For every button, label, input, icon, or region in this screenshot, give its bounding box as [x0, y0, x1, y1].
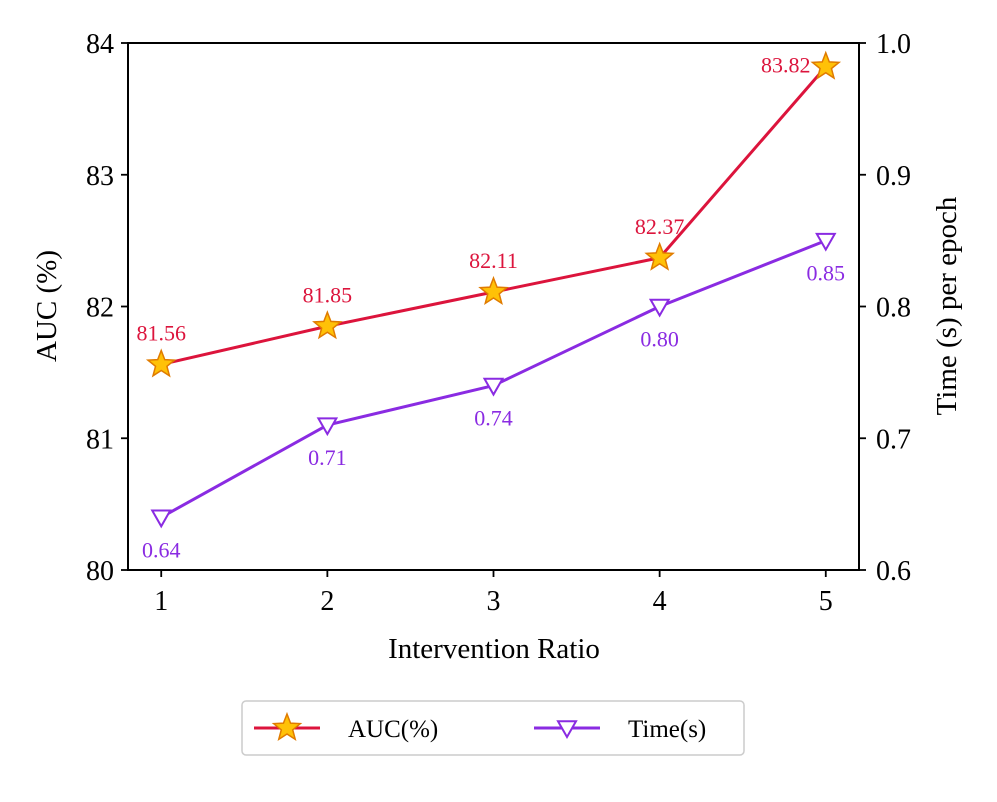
y2-tick-label: 1.0 [876, 29, 911, 60]
auc-legend-label: AUC(%) [348, 716, 438, 743]
y2-tick-label: 0.7 [876, 424, 911, 455]
auc-point-marker [312, 310, 343, 340]
legend-box [241, 700, 745, 756]
auc-data-label: 82.11 [469, 248, 518, 273]
auc-point-marker [145, 348, 177, 378]
auc-point-marker [644, 241, 675, 271]
auc-data-label: 82.37 [635, 214, 685, 239]
series-layer [145, 50, 842, 529]
time-point-marker [648, 298, 671, 318]
auc-point-marker [478, 275, 509, 306]
time-point-marker [815, 232, 837, 252]
auc-series-line [160, 65, 827, 366]
y2-axis-title: Time (s) per epoch [931, 196, 963, 415]
x-tick-label: 2 [320, 586, 334, 617]
auc-data-label: 81.56 [136, 320, 186, 345]
y-axis-title: AUC (%) [31, 250, 63, 362]
y-tick-label: 84 [86, 29, 114, 60]
auc-legend-marker [271, 711, 303, 742]
y-tick-label: 80 [86, 556, 114, 587]
y2-tick-label: 0.8 [876, 293, 911, 324]
auc-point-marker [810, 50, 842, 80]
legend: AUC(%) Time(s) [241, 700, 745, 756]
x-axis-title: Intervention Ratio [388, 633, 600, 665]
y2-tick-label: 0.9 [876, 161, 911, 192]
time-point-marker [482, 377, 505, 397]
time-legend-label: Time(s) [628, 716, 706, 743]
x-tick-label: 1 [154, 586, 168, 617]
x-tick-label: 3 [487, 586, 501, 617]
auc-data-label: 81.85 [303, 282, 353, 307]
legend-items: AUC(%) Time(s) [254, 711, 706, 743]
labels-layer: 81.56 81.85 82.11 82.37 83.82 0.64 0.71 0.74 0.8… [136, 53, 845, 563]
y-tick-label: 82 [86, 293, 114, 324]
time-data-label: 0.71 [308, 445, 347, 470]
time-point-marker [316, 417, 339, 437]
time-data-label: 0.74 [474, 406, 513, 431]
time-point-marker [150, 509, 172, 529]
time-data-label: 0.85 [807, 261, 846, 286]
x-tick-label: 4 [653, 586, 667, 617]
y-tick-label: 83 [86, 161, 114, 192]
time-data-label: 0.64 [142, 537, 181, 562]
auc-data-label: 83.82 [761, 53, 811, 78]
plot-frame [127, 42, 860, 571]
x-tick-label: 5 [819, 586, 833, 617]
time-legend-marker [556, 720, 578, 740]
y2-tick-label: 0.6 [876, 556, 911, 587]
y-tick-label: 81 [86, 424, 114, 455]
time-data-label: 0.80 [640, 327, 679, 352]
ticks-layer: 1 2 3 4 5 80 81 82 83 84 0.6 0.7 0.8 0.9 1.0 [86, 29, 911, 617]
